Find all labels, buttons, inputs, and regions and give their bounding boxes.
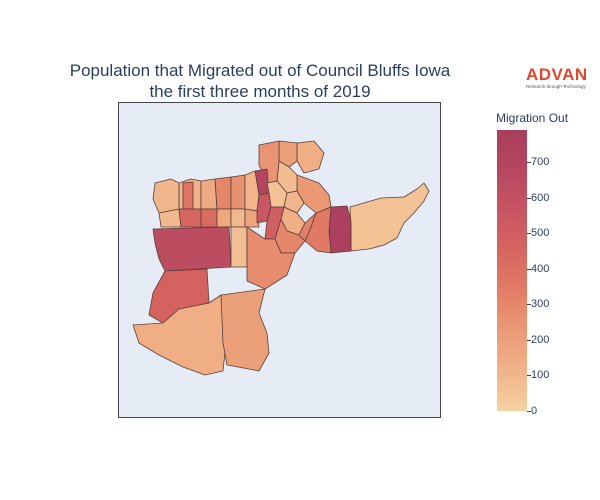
colorbar-tick-mark [527, 339, 531, 341]
logo-tagline: Research through Technology [526, 84, 586, 89]
region[interactable] [182, 181, 194, 210]
colorbar-tick-label: 100 [531, 369, 550, 382]
region[interactable] [246, 226, 296, 290]
colorbar-tick-mark [527, 411, 531, 412]
colorbar-tick-label: 300 [531, 298, 550, 311]
colorbar-tick-label: 600 [531, 191, 550, 204]
colorbar-tick-label: 400 [531, 262, 550, 275]
colorbar-tick-label: 0 [531, 405, 538, 417]
region[interactable] [220, 288, 270, 372]
region[interactable] [230, 226, 248, 268]
colorbar-tick-mark [527, 268, 531, 270]
region[interactable] [178, 208, 202, 228]
chart-title-line-2: the first three months of 2019 [149, 82, 371, 101]
region[interactable] [296, 140, 325, 174]
colorbar-tick-mark [527, 197, 531, 199]
region[interactable] [349, 182, 430, 252]
region[interactable] [216, 208, 232, 228]
region[interactable] [200, 208, 218, 228]
region[interactable] [230, 208, 246, 228]
colorbar-tick-mark [527, 375, 531, 377]
region[interactable] [296, 174, 332, 214]
map-frame[interactable] [118, 102, 441, 418]
region[interactable] [328, 205, 352, 254]
colorbar-tick-mark [527, 304, 531, 306]
region[interactable] [230, 174, 246, 210]
chart-title: Population that Migrated out of Council … [0, 60, 520, 102]
region[interactable] [200, 178, 218, 210]
colorbar-tick-mark [527, 233, 531, 235]
colorbar-tick-label: 500 [531, 227, 550, 240]
advan-logo: ADVAN Research through Technology [526, 66, 596, 90]
colorbar [497, 130, 527, 411]
logo-wordmark: ADVAN [526, 65, 588, 84]
chart-title-line-1: Population that Migrated out of Council … [69, 61, 451, 80]
colorbar-tick-label: 700 [531, 156, 550, 168]
colorbar-tick-mark [527, 162, 531, 163]
region[interactable] [283, 190, 305, 214]
region[interactable] [298, 212, 317, 242]
region[interactable] [152, 178, 180, 214]
region[interactable] [214, 176, 232, 210]
region[interactable] [152, 226, 232, 272]
choropleth-map[interactable] [119, 103, 442, 419]
region[interactable] [244, 208, 260, 228]
colorbar-tick-label: 200 [531, 333, 550, 346]
colorbar-title: Migration Out [496, 111, 569, 125]
